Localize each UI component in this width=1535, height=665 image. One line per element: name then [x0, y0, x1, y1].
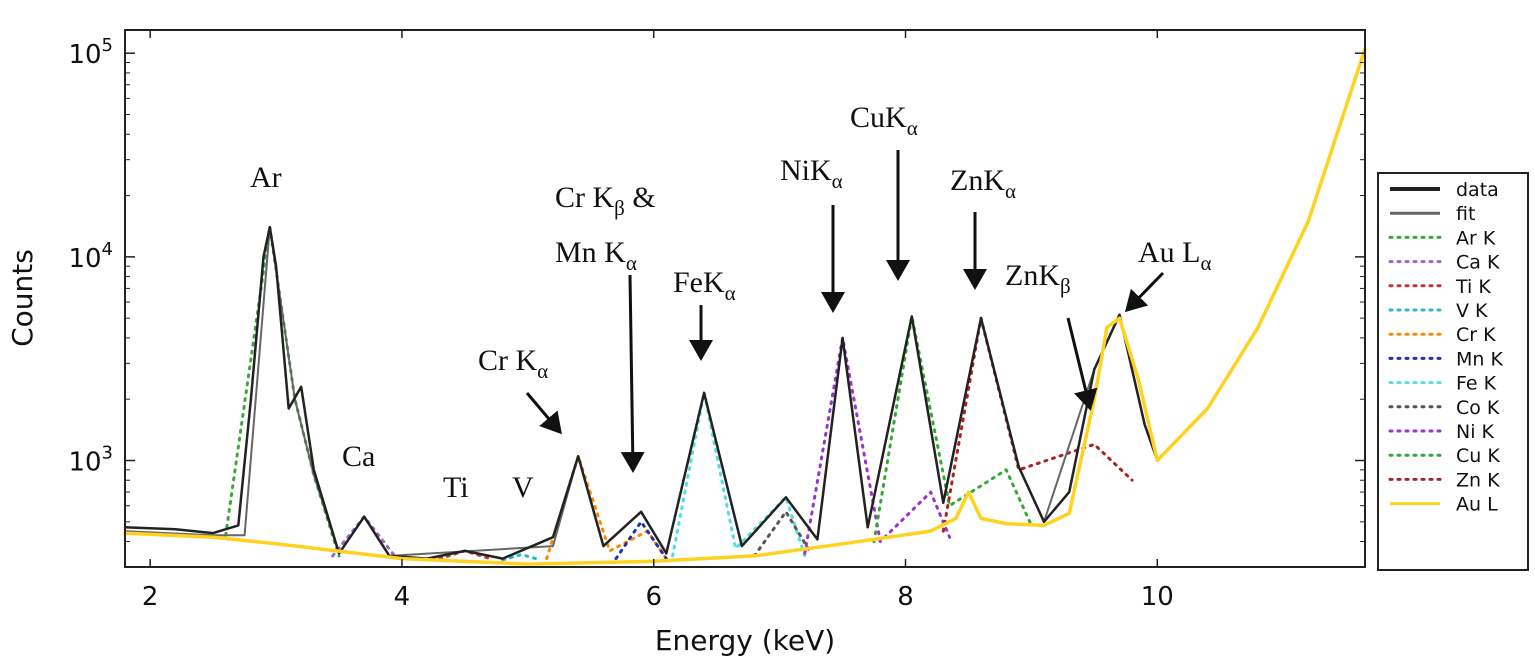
- x-tick-label: 2: [142, 582, 159, 612]
- series-v-k-line: [501, 553, 542, 562]
- peak-annotation: Ti: [443, 471, 469, 504]
- legend-label: Co K: [1456, 397, 1500, 419]
- series-co-k-line: [752, 510, 813, 558]
- legend-label: Cr K: [1456, 324, 1496, 346]
- series-zn-k-line: [941, 316, 1134, 533]
- peak-annotation: Au Lα: [1138, 236, 1212, 275]
- peak-annotation: ZnKβ: [1005, 259, 1071, 298]
- legend: data fit Ar K Ca KTi KV KCr KMn K Fe KCo KNi…: [1377, 172, 1529, 571]
- peak-annotation: Ar: [250, 161, 282, 194]
- legend-label: Ar K: [1456, 227, 1496, 249]
- x-tick-label: 8: [897, 582, 914, 612]
- peak-annotation: FeKα: [673, 266, 736, 305]
- x-tick-label: 4: [394, 582, 411, 612]
- series-fe-k-line: [671, 391, 807, 558]
- legend-label: Mn K: [1456, 348, 1503, 370]
- legend-label: Zn K: [1456, 469, 1500, 491]
- peak-annotation: Cr Kβ &: [555, 181, 656, 220]
- legend-label: Cu K: [1456, 445, 1500, 467]
- peak-annotation: Mn Kα: [555, 236, 637, 275]
- y-tick-label: 103: [68, 443, 113, 478]
- peak-annotation: V: [512, 471, 534, 504]
- series-cu-k-line: [872, 314, 1033, 544]
- legend-label: Fe K: [1456, 373, 1497, 395]
- series-data-line: [123, 47, 1367, 560]
- annotation-arrow: [1066, 317, 1098, 411]
- peak-annotation: NiKα: [780, 154, 843, 193]
- legend-label: Ni K: [1456, 421, 1495, 443]
- legend-label: V K: [1456, 300, 1488, 322]
- y-tick-label: 105: [68, 35, 113, 70]
- plot-frame: [124, 29, 1366, 568]
- annotation-arrow: [1124, 271, 1165, 313]
- legend-label: fit: [1456, 203, 1475, 225]
- series-mn-k-line: [614, 520, 668, 561]
- y-axis-title: Counts: [6, 249, 39, 347]
- legend-label: Ca K: [1456, 252, 1500, 274]
- series-ar-k-line: [224, 225, 341, 558]
- x-axis-title: Energy (keV): [655, 624, 835, 657]
- peak-annotation: ZnKα: [950, 164, 1016, 203]
- peak-annotation: Ca: [342, 440, 375, 473]
- peak-annotation: Cr Kα: [478, 344, 548, 383]
- peak-annotation: CuKα: [850, 101, 918, 140]
- annotation-arrow: [525, 392, 562, 435]
- series-fit-line: [124, 47, 1366, 557]
- series-ni-k-line: [803, 336, 952, 555]
- legend-label: Ti K: [1455, 276, 1491, 298]
- annotation-arrow: [620, 274, 645, 473]
- series-au-l-line: [123, 47, 1367, 566]
- legend-frame: [1377, 172, 1529, 571]
- x-tick-label: 6: [645, 582, 662, 612]
- legend-label: Au L: [1456, 494, 1498, 516]
- y-tick-label: 104: [68, 239, 113, 274]
- legend-label: data: [1456, 179, 1499, 201]
- x-tick-label: 10: [1141, 582, 1174, 612]
